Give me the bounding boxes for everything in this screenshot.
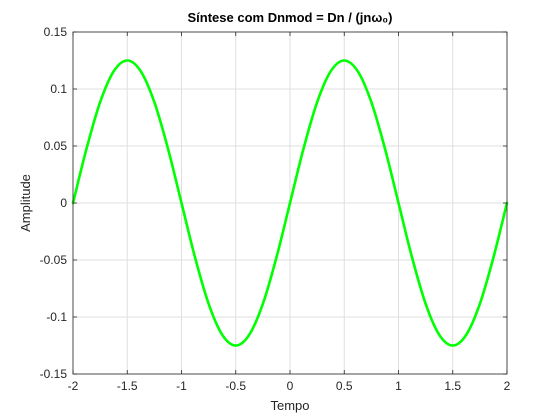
y-tick-label: -0.05 bbox=[40, 253, 68, 267]
x-tick-label: -2 bbox=[68, 379, 79, 393]
x-tick-label: 1 bbox=[395, 379, 402, 393]
x-tick-label: -0.5 bbox=[225, 379, 246, 393]
x-tick-label: -1 bbox=[176, 379, 187, 393]
y-tick-label: 0.1 bbox=[50, 82, 67, 96]
x-tick-label: 1.5 bbox=[444, 379, 461, 393]
series-line-0 bbox=[71, 59, 509, 347]
x-axis-label: Tempo bbox=[270, 398, 309, 413]
y-tick-label: -0.1 bbox=[46, 310, 67, 324]
x-tick-label: 0.5 bbox=[336, 379, 353, 393]
y-axis-label: Amplitude bbox=[18, 174, 33, 232]
x-tick-label: 0 bbox=[287, 379, 294, 393]
x-tick-label: 2 bbox=[504, 379, 511, 393]
x-tick-label: -1.5 bbox=[117, 379, 138, 393]
y-tick-label: 0.15 bbox=[44, 25, 68, 39]
y-tick-label: 0.05 bbox=[44, 139, 68, 153]
y-tick-label: 0 bbox=[60, 196, 67, 210]
chart-title: Síntese com Dnmod = Dn / (jnω₀) bbox=[188, 10, 393, 25]
series-layer bbox=[71, 59, 509, 347]
ticks: -2 -1.5 -1 -0.5 0 0.5 1 1.5 2 -0.15 -0.1 -0.05 0 0.05… bbox=[40, 25, 511, 393]
y-tick-label: -0.15 bbox=[40, 367, 68, 381]
